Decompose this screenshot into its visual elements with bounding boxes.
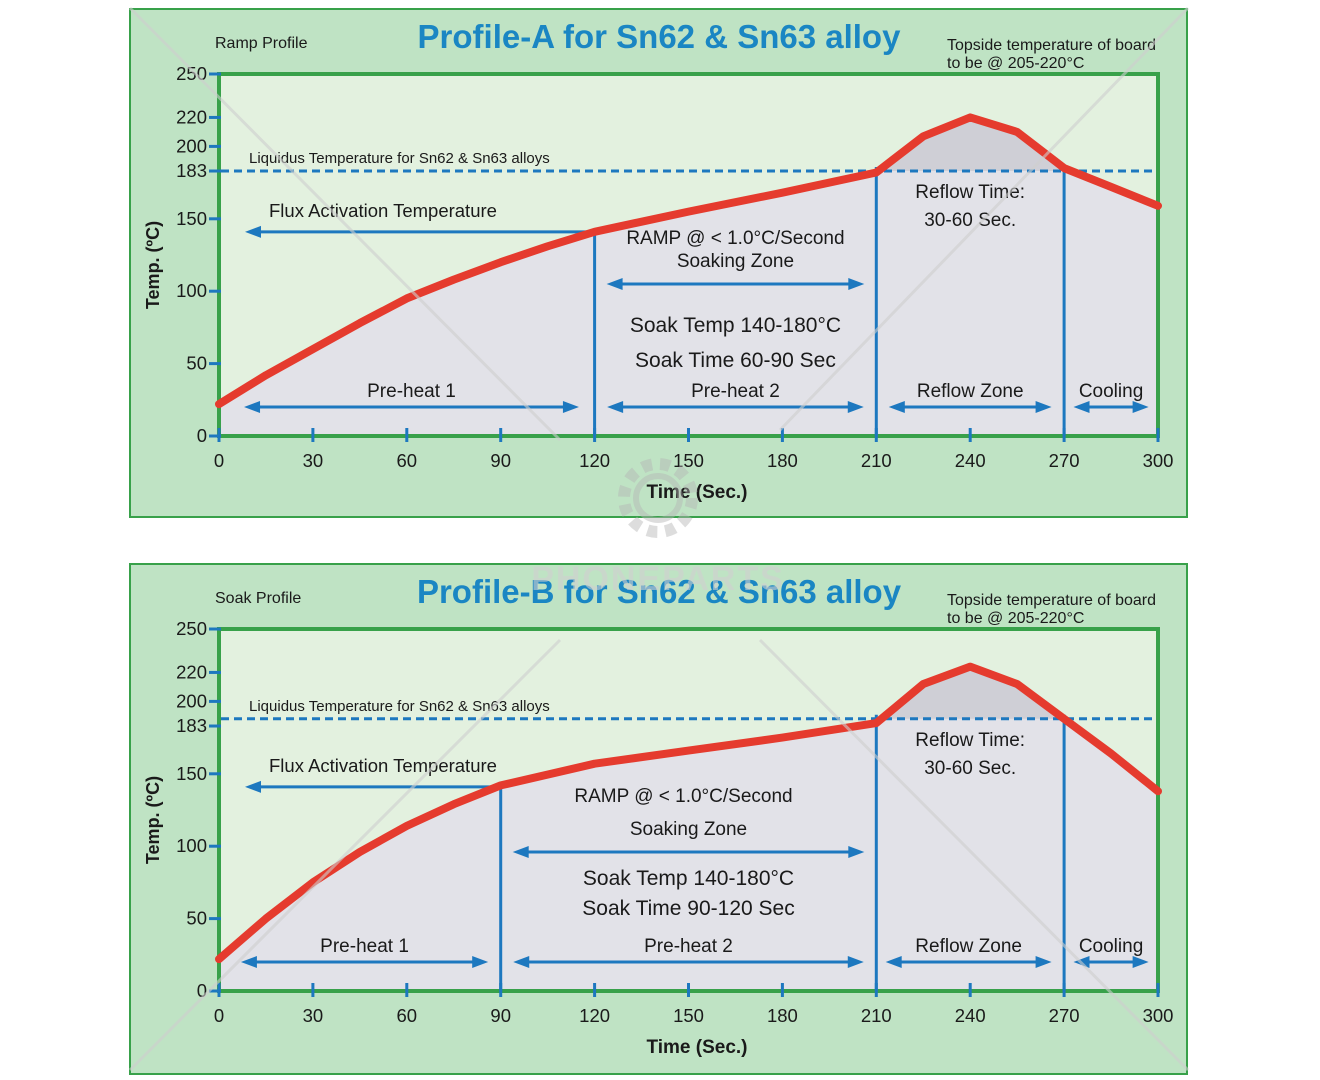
y-tick-label: 183 (176, 715, 207, 736)
x-tick-label: 210 (861, 450, 892, 471)
y-tick-label: 50 (186, 353, 207, 374)
y-tick-label: 200 (176, 135, 207, 156)
zone-label: Pre-heat 2 (644, 936, 733, 957)
topside-note-line2: to be @ 205-220°C (947, 55, 1084, 72)
reflow-time-label: Reflow Time: (915, 182, 1025, 203)
y-axis-title: Temp. (ºC) (143, 221, 163, 309)
x-tick-label: 240 (955, 450, 986, 471)
x-tick-label: 30 (303, 1005, 324, 1026)
x-tick-label: 270 (1049, 450, 1080, 471)
soaking-arrow-head (606, 278, 623, 290)
flux-label: Flux Activation Temperature (269, 755, 497, 776)
x-tick-label: 180 (767, 450, 798, 471)
x-tick-label: 90 (490, 1005, 511, 1026)
soak-time-label: Soak Time 60-90 Sec (635, 349, 836, 372)
ramp-label: RAMP @ < 1.0°C/Second (626, 228, 844, 249)
y-tick-label: 0 (197, 425, 207, 446)
x-tick-label: 210 (861, 1005, 892, 1026)
corner-label: Ramp Profile (215, 35, 308, 52)
reflow-time-value: 30-60 Sec. (924, 758, 1016, 779)
liquidus-label: Liquidus Temperature for Sn62 & Sn63 all… (249, 150, 550, 167)
x-axis-title: Time (Sec.) (646, 482, 747, 503)
y-tick-label: 100 (176, 835, 207, 856)
y-tick-label: 100 (176, 280, 207, 301)
x-tick-label: 300 (1143, 1005, 1174, 1026)
soaking-zone-label: Soaking Zone (677, 251, 794, 272)
zone-arrow-head (562, 401, 579, 413)
topside-note-line1: Topside temperature of board (947, 37, 1156, 54)
corner-label: Soak Profile (215, 590, 301, 607)
y-tick-label: 150 (176, 763, 207, 784)
profile-a-chart: Liquidus Temperature for Sn62 & Sn63 all… (143, 18, 1174, 503)
x-tick-label: 120 (579, 1005, 610, 1026)
topside-note-line1: Topside temperature of board (947, 592, 1156, 609)
y-axis-title: Temp. (ºC) (143, 776, 163, 864)
y-tick-label: 50 (186, 908, 207, 929)
soak-temp-label: Soak Temp 140-180°C (630, 314, 841, 337)
x-tick-label: 270 (1049, 1005, 1080, 1026)
x-axis-title: Time (Sec.) (646, 1037, 747, 1058)
chart-title: Profile-B for Sn62 & Sn63 alloy (417, 573, 902, 610)
zone-label: Pre-heat 2 (691, 381, 780, 402)
soak-time-label: Soak Time 90-120 Sec (582, 897, 794, 920)
y-tick-label: 220 (176, 661, 207, 682)
liquidus-label: Liquidus Temperature for Sn62 & Sn63 all… (249, 698, 550, 715)
x-tick-label: 150 (673, 450, 704, 471)
x-tick-label: 60 (397, 450, 418, 471)
zone-label: Reflow Zone (915, 936, 1022, 957)
reflow-time-value: 30-60 Sec. (924, 210, 1016, 231)
y-tick-label: 220 (176, 106, 207, 127)
y-tick-label: 200 (176, 690, 207, 711)
x-tick-label: 90 (490, 450, 511, 471)
ramp-label: RAMP @ < 1.0°C/Second (574, 786, 792, 807)
y-tick-label: 150 (176, 208, 207, 229)
profile-b-panel: Liquidus Temperature for Sn62 & Sn63 all… (129, 563, 1188, 1075)
y-tick-label: 250 (176, 63, 207, 84)
x-tick-label: 30 (303, 450, 324, 471)
zone-label: Pre-heat 1 (367, 381, 456, 402)
y-tick-label: 0 (197, 980, 207, 1001)
x-tick-label: 240 (955, 1005, 986, 1026)
soak-temp-label: Soak Temp 140-180°C (583, 867, 794, 890)
x-tick-label: 180 (767, 1005, 798, 1026)
zone-label: Cooling (1079, 936, 1143, 957)
zone-arrow-head (607, 401, 624, 413)
profile-a-panel: Liquidus Temperature for Sn62 & Sn63 all… (129, 8, 1188, 518)
x-tick-label: 120 (579, 450, 610, 471)
y-tick-label: 183 (176, 160, 207, 181)
x-tick-label: 300 (1143, 450, 1174, 471)
x-tick-label: 0 (214, 1005, 224, 1026)
zone-label: Reflow Zone (917, 381, 1024, 402)
x-tick-label: 60 (397, 1005, 418, 1026)
y-tick-label: 250 (176, 618, 207, 639)
zone-label: Cooling (1079, 381, 1143, 402)
profile-b-chart: Liquidus Temperature for Sn62 & Sn63 all… (143, 573, 1174, 1058)
zone-label: Pre-heat 1 (320, 936, 409, 957)
topside-note-line2: to be @ 205-220°C (947, 610, 1084, 627)
soaking-zone-label: Soaking Zone (630, 819, 747, 840)
x-tick-label: 0 (214, 450, 224, 471)
chart-title: Profile-A for Sn62 & Sn63 alloy (418, 18, 902, 55)
x-tick-label: 150 (673, 1005, 704, 1026)
flux-label: Flux Activation Temperature (269, 200, 497, 221)
reflow-time-label: Reflow Time: (915, 730, 1025, 751)
